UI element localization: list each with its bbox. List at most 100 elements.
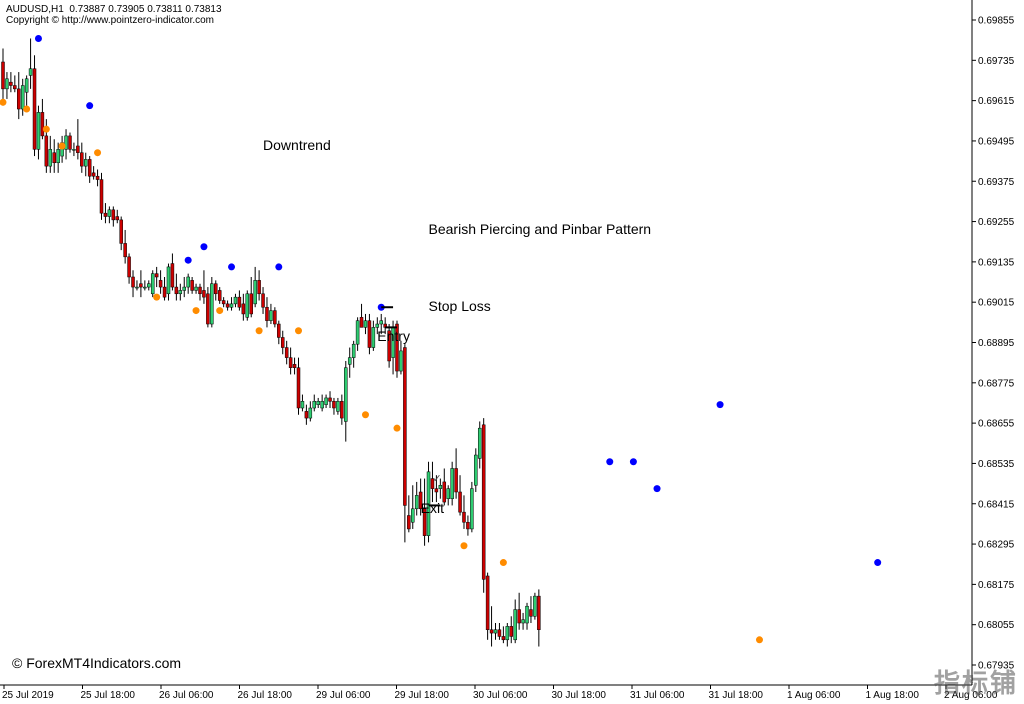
candle-body [296, 367, 301, 409]
down-signal-dot [393, 424, 401, 432]
candle-body [186, 276, 190, 288]
candle-body [284, 347, 289, 358]
candle-body [190, 280, 194, 291]
candle-body [280, 337, 285, 348]
symbol-header: AUDUSD,H1 0.73887 0.73905 0.73811 0.7381… [6, 4, 222, 15]
candle-body [1, 61, 5, 90]
up-signal-dot [228, 263, 236, 271]
candle-body [99, 179, 104, 214]
annotation-stop-loss: Stop Loss [428, 298, 491, 315]
down-signal-dot [460, 542, 468, 550]
candle-body [336, 401, 340, 412]
down-signal-dot [255, 327, 263, 335]
up-signal-dot [606, 458, 614, 466]
candle-body [158, 280, 163, 288]
candle-body [150, 273, 155, 295]
candle-body [103, 212, 108, 217]
candle-body [375, 323, 380, 328]
up-signal-dot [275, 263, 283, 271]
candle-body [533, 595, 537, 617]
candle-body [178, 290, 183, 295]
up-signal-dot [200, 243, 208, 251]
down-signal-dot [153, 293, 161, 301]
x-tick-label: 29 Jul 18:00 [395, 690, 450, 701]
candle-body [292, 364, 297, 368]
y-tick-label: 0.68775 [978, 378, 1015, 389]
candle-body [147, 283, 151, 288]
candle-body [320, 401, 324, 409]
candle-body [194, 286, 198, 291]
down-signal-dot [23, 105, 31, 113]
candle-body [501, 636, 506, 641]
x-tick-label: 2 Aug 06:00 [944, 690, 998, 701]
candle-body [87, 159, 92, 177]
x-tick-label: 1 Aug 18:00 [866, 690, 920, 701]
y-tick-label: 0.68535 [978, 459, 1015, 470]
candle-body [458, 491, 462, 513]
down-signal-dot [216, 307, 224, 315]
levels-layer: ✓ [381, 306, 442, 507]
candle-body [470, 488, 474, 530]
candle-body [182, 286, 186, 291]
candle-body [434, 488, 439, 493]
candle-body [347, 357, 352, 365]
candle-body [229, 303, 234, 308]
candle-body [324, 397, 328, 405]
candle-body [265, 306, 269, 321]
candle-body [72, 149, 76, 151]
candle-body [454, 468, 458, 493]
candle-body [24, 78, 29, 93]
candle-body [80, 152, 84, 167]
candle-body [253, 280, 257, 305]
up-signal-dot [874, 559, 882, 567]
candle-body [249, 293, 253, 315]
candle-body [387, 330, 391, 362]
candle-body [505, 626, 510, 641]
candle-body [407, 515, 411, 530]
annotation-entry: Entry [377, 328, 410, 345]
x-tick-label: 25 Jul 18:00 [81, 690, 136, 701]
candle-body [166, 266, 171, 295]
candle-body [438, 485, 443, 489]
candle-body [497, 629, 502, 637]
candle-body [411, 508, 415, 523]
y-tick-label: 0.69375 [978, 177, 1015, 188]
candle-body [450, 468, 454, 499]
candle-body [418, 491, 423, 510]
annotation-bearish-piercing-and-pinbar-pattern: Bearish Piercing and Pinbar Pattern [428, 220, 652, 237]
candle-body [288, 357, 293, 368]
x-tick-label: 30 Jul 06:00 [473, 690, 528, 701]
candle-body [493, 629, 498, 634]
candle-body [83, 159, 88, 167]
candle-body [95, 175, 100, 180]
candle-body [466, 521, 470, 530]
candle-body [28, 68, 33, 76]
candle-body [154, 273, 159, 278]
copyright-text: Copyright © http://www.pointzero-indicat… [6, 15, 215, 26]
candle-body [217, 290, 222, 301]
candle-body [127, 256, 131, 278]
annotation-exit: Exit [420, 499, 444, 516]
down-signal-dot [192, 307, 200, 315]
candle-body [399, 350, 403, 372]
candle-body [76, 145, 80, 153]
candle-body [221, 300, 226, 305]
candle-body [139, 283, 143, 288]
candle-body [481, 424, 486, 580]
candle-body [174, 286, 179, 295]
candle-body [123, 243, 127, 258]
x-tick-label: 29 Jul 06:00 [316, 690, 371, 701]
candle-body [44, 135, 49, 167]
candle-body [367, 320, 372, 348]
x-tick-label: 31 Jul 06:00 [630, 690, 685, 701]
y-tick-label: 0.68655 [978, 419, 1015, 430]
candle-body [36, 112, 41, 150]
candle-body [363, 320, 368, 328]
x-tick-label: 30 Jul 18:00 [552, 690, 607, 701]
y-tick-label: 0.69135 [978, 257, 1015, 268]
candle-body [13, 85, 17, 90]
candle-body [474, 454, 478, 486]
candle-body [371, 327, 376, 348]
y-tick-label: 0.69735 [978, 56, 1015, 67]
